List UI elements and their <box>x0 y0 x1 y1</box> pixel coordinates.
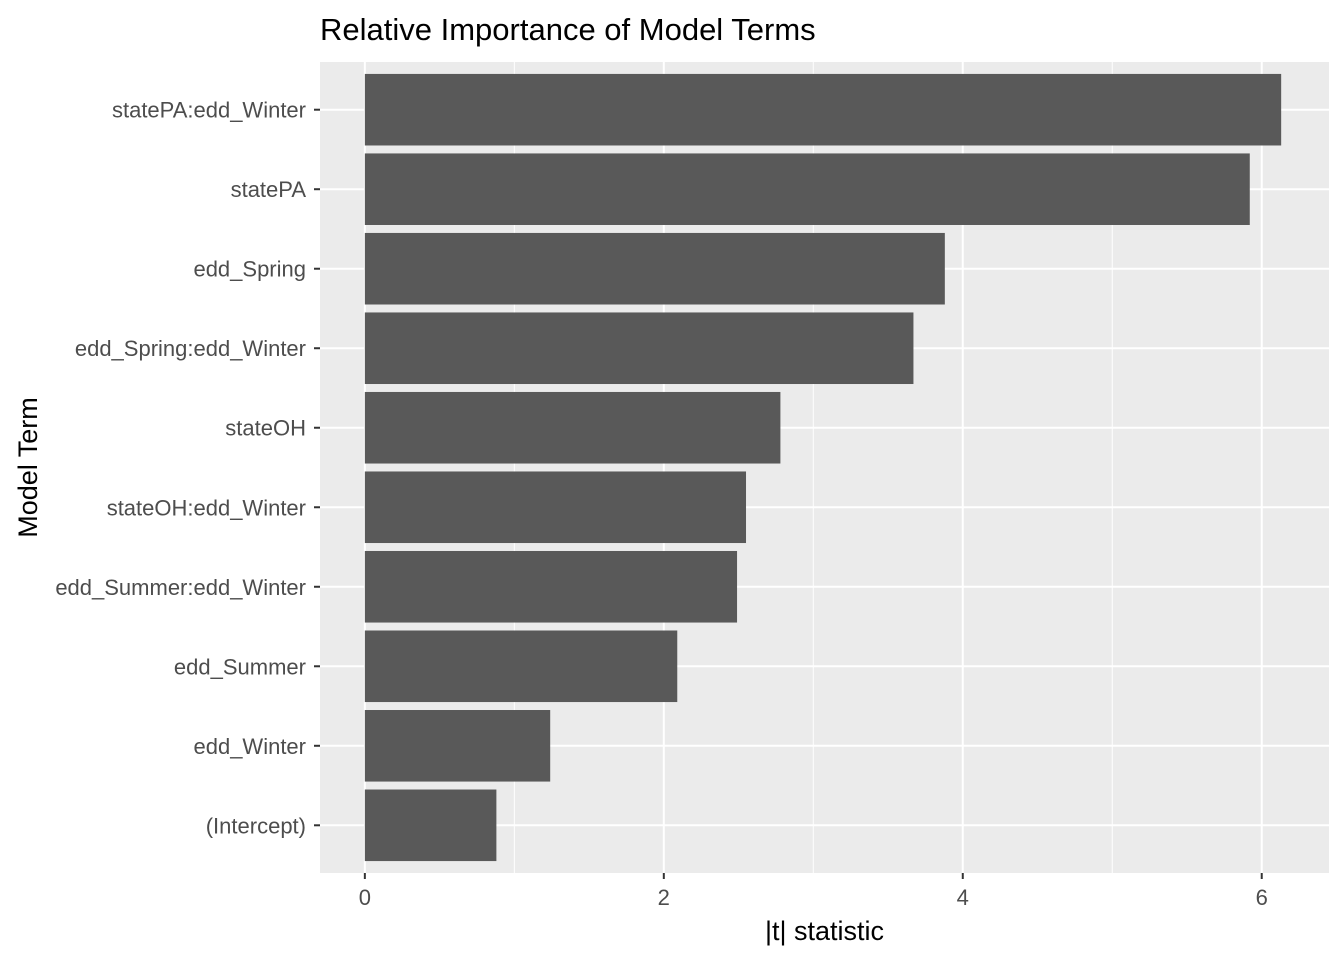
y-tick-label: edd_Winter <box>193 734 306 759</box>
bar <box>364 232 945 305</box>
y-tick-label: stateOH <box>225 416 306 441</box>
y-tick-label: edd_Summer:edd_Winter <box>55 575 306 600</box>
bar <box>364 789 497 862</box>
x-tick-label: 2 <box>658 885 670 910</box>
bar <box>364 391 781 464</box>
y-tick-label: edd_Spring:edd_Winter <box>75 336 306 361</box>
x-axis: 0 2 4 6 <box>359 873 1268 910</box>
y-axis-title: Model Term <box>13 397 43 538</box>
x-tick-label: 4 <box>957 885 969 910</box>
bar <box>364 471 747 544</box>
bars <box>364 73 1282 862</box>
y-tick-label: statePA <box>231 177 307 202</box>
bar <box>364 550 738 623</box>
y-tick-label: edd_Summer <box>174 654 306 679</box>
chart-title: Relative Importance of Model Terms <box>320 12 816 47</box>
x-tick-label: 6 <box>1256 885 1268 910</box>
y-axis: statePA:edd_Winter statePA edd_Spring edd_S… <box>55 98 320 838</box>
bar <box>364 630 678 703</box>
bar <box>364 153 1250 225</box>
y-tick-label: statePA:edd_Winter <box>112 98 306 123</box>
x-axis-title: |t| statistic <box>765 916 884 946</box>
bar <box>364 312 914 385</box>
y-tick-label: stateOH:edd_Winter <box>107 495 306 520</box>
y-tick-label: (Intercept) <box>206 813 306 838</box>
bar <box>364 73 1282 146</box>
y-tick-label: edd_Spring <box>193 257 306 282</box>
x-tick-label: 0 <box>359 885 371 910</box>
bar <box>364 710 551 782</box>
